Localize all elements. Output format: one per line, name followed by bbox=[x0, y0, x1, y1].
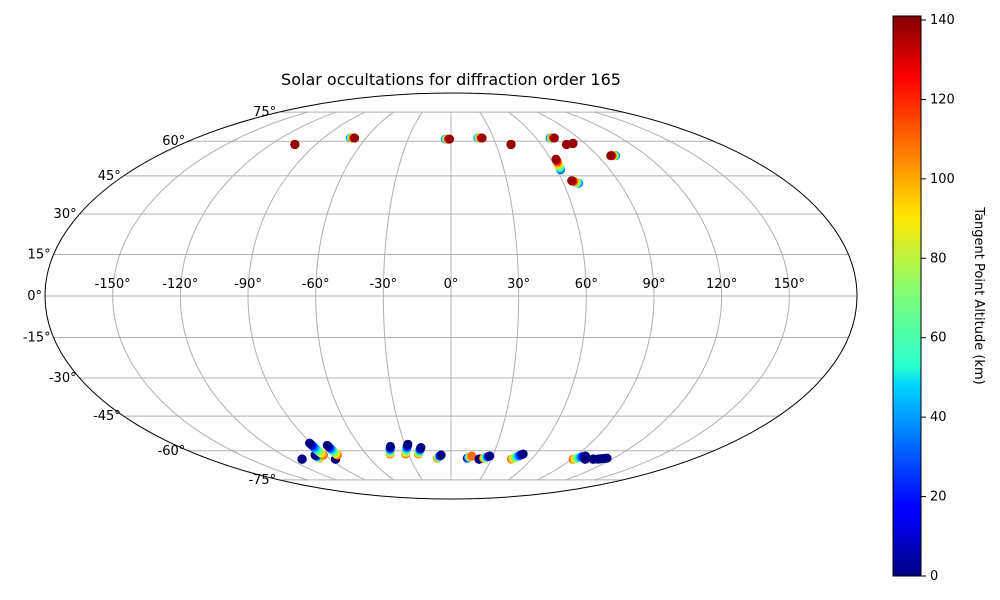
data-point bbox=[416, 443, 426, 453]
data-point bbox=[350, 133, 360, 143]
colorbar-tick-label: 100 bbox=[930, 172, 955, 187]
colorbar: 0 20 40 60 80 100 120 140 Tangent Point Altitud… bbox=[892, 13, 986, 584]
latitude-tick-labels: -75° -60° -45° -30° -15° 0° 15° 30° 45° 60° 75° bbox=[23, 105, 276, 488]
latitude-tick-label: -30° bbox=[49, 371, 77, 386]
chart-title: Solar occultations for diffraction order… bbox=[281, 70, 621, 89]
data-point bbox=[436, 450, 446, 460]
colorbar-tick-label: 140 bbox=[930, 13, 955, 28]
longitude-tick-label: -60° bbox=[302, 277, 330, 292]
data-point bbox=[506, 139, 516, 149]
longitude-tick-label: 60° bbox=[575, 277, 598, 292]
longitude-tick-label: 90° bbox=[642, 277, 665, 292]
data-point bbox=[568, 138, 578, 148]
colorbar-tick-label: 20 bbox=[930, 490, 947, 505]
latitude-tick-label: -15° bbox=[23, 331, 51, 346]
data-point bbox=[305, 438, 315, 448]
longitude-tick-label: 0° bbox=[444, 277, 459, 292]
colorbar-tick-label: 80 bbox=[930, 251, 947, 266]
colorbar-tick-label: 40 bbox=[930, 410, 947, 425]
longitude-tick-label: -30° bbox=[369, 277, 397, 292]
latitude-tick-label: 15° bbox=[28, 247, 51, 262]
data-point bbox=[580, 454, 590, 464]
longitude-tick-label: 150° bbox=[774, 277, 805, 292]
data-point bbox=[551, 154, 561, 164]
data-point bbox=[549, 133, 559, 143]
data-point bbox=[602, 453, 612, 463]
data-point bbox=[403, 439, 413, 449]
latitude-tick-label: -75° bbox=[248, 473, 276, 488]
graticule bbox=[45, 111, 857, 481]
latitude-tick-label: 30° bbox=[54, 207, 77, 222]
colorbar-tick-label: 60 bbox=[930, 331, 947, 346]
latitude-tick-label: 60° bbox=[162, 134, 185, 149]
colorbar-tick-label: 120 bbox=[930, 92, 955, 107]
colorbar-tick-label: 0 bbox=[930, 569, 938, 584]
data-point bbox=[445, 134, 455, 144]
latitude-tick-label: 75° bbox=[253, 105, 276, 120]
data-point bbox=[606, 151, 616, 161]
data-point bbox=[485, 451, 495, 461]
longitude-tick-labels: -150° -120° -90° -60° -30° 0° 30° 60° 90° 120° 150… bbox=[95, 277, 805, 292]
latitude-tick-label: -60° bbox=[158, 444, 186, 459]
latitude-tick-label: -45° bbox=[93, 409, 121, 424]
longitude-tick-label: -150° bbox=[95, 277, 131, 292]
data-point bbox=[290, 139, 300, 149]
colorbar-gradient bbox=[892, 15, 922, 577]
data-point bbox=[467, 451, 477, 461]
longitude-tick-label: -120° bbox=[162, 277, 198, 292]
colorbar-ticks: 0 20 40 60 80 100 120 140 bbox=[921, 13, 955, 584]
data-point bbox=[567, 176, 577, 186]
longitude-tick-label: -90° bbox=[234, 277, 262, 292]
colorbar-label: Tangent Point Altitude (km) bbox=[971, 206, 986, 384]
longitude-tick-label: 120° bbox=[706, 277, 737, 292]
data-point bbox=[385, 441, 395, 451]
latitude-tick-label: 45° bbox=[98, 169, 121, 184]
map-outline bbox=[44, 92, 858, 500]
data-points bbox=[290, 133, 621, 464]
latitude-tick-label: 0° bbox=[27, 289, 42, 304]
data-point bbox=[518, 449, 528, 459]
data-point bbox=[477, 133, 487, 143]
data-point bbox=[322, 440, 332, 450]
data-point bbox=[297, 454, 307, 464]
longitude-tick-label: 30° bbox=[507, 277, 530, 292]
